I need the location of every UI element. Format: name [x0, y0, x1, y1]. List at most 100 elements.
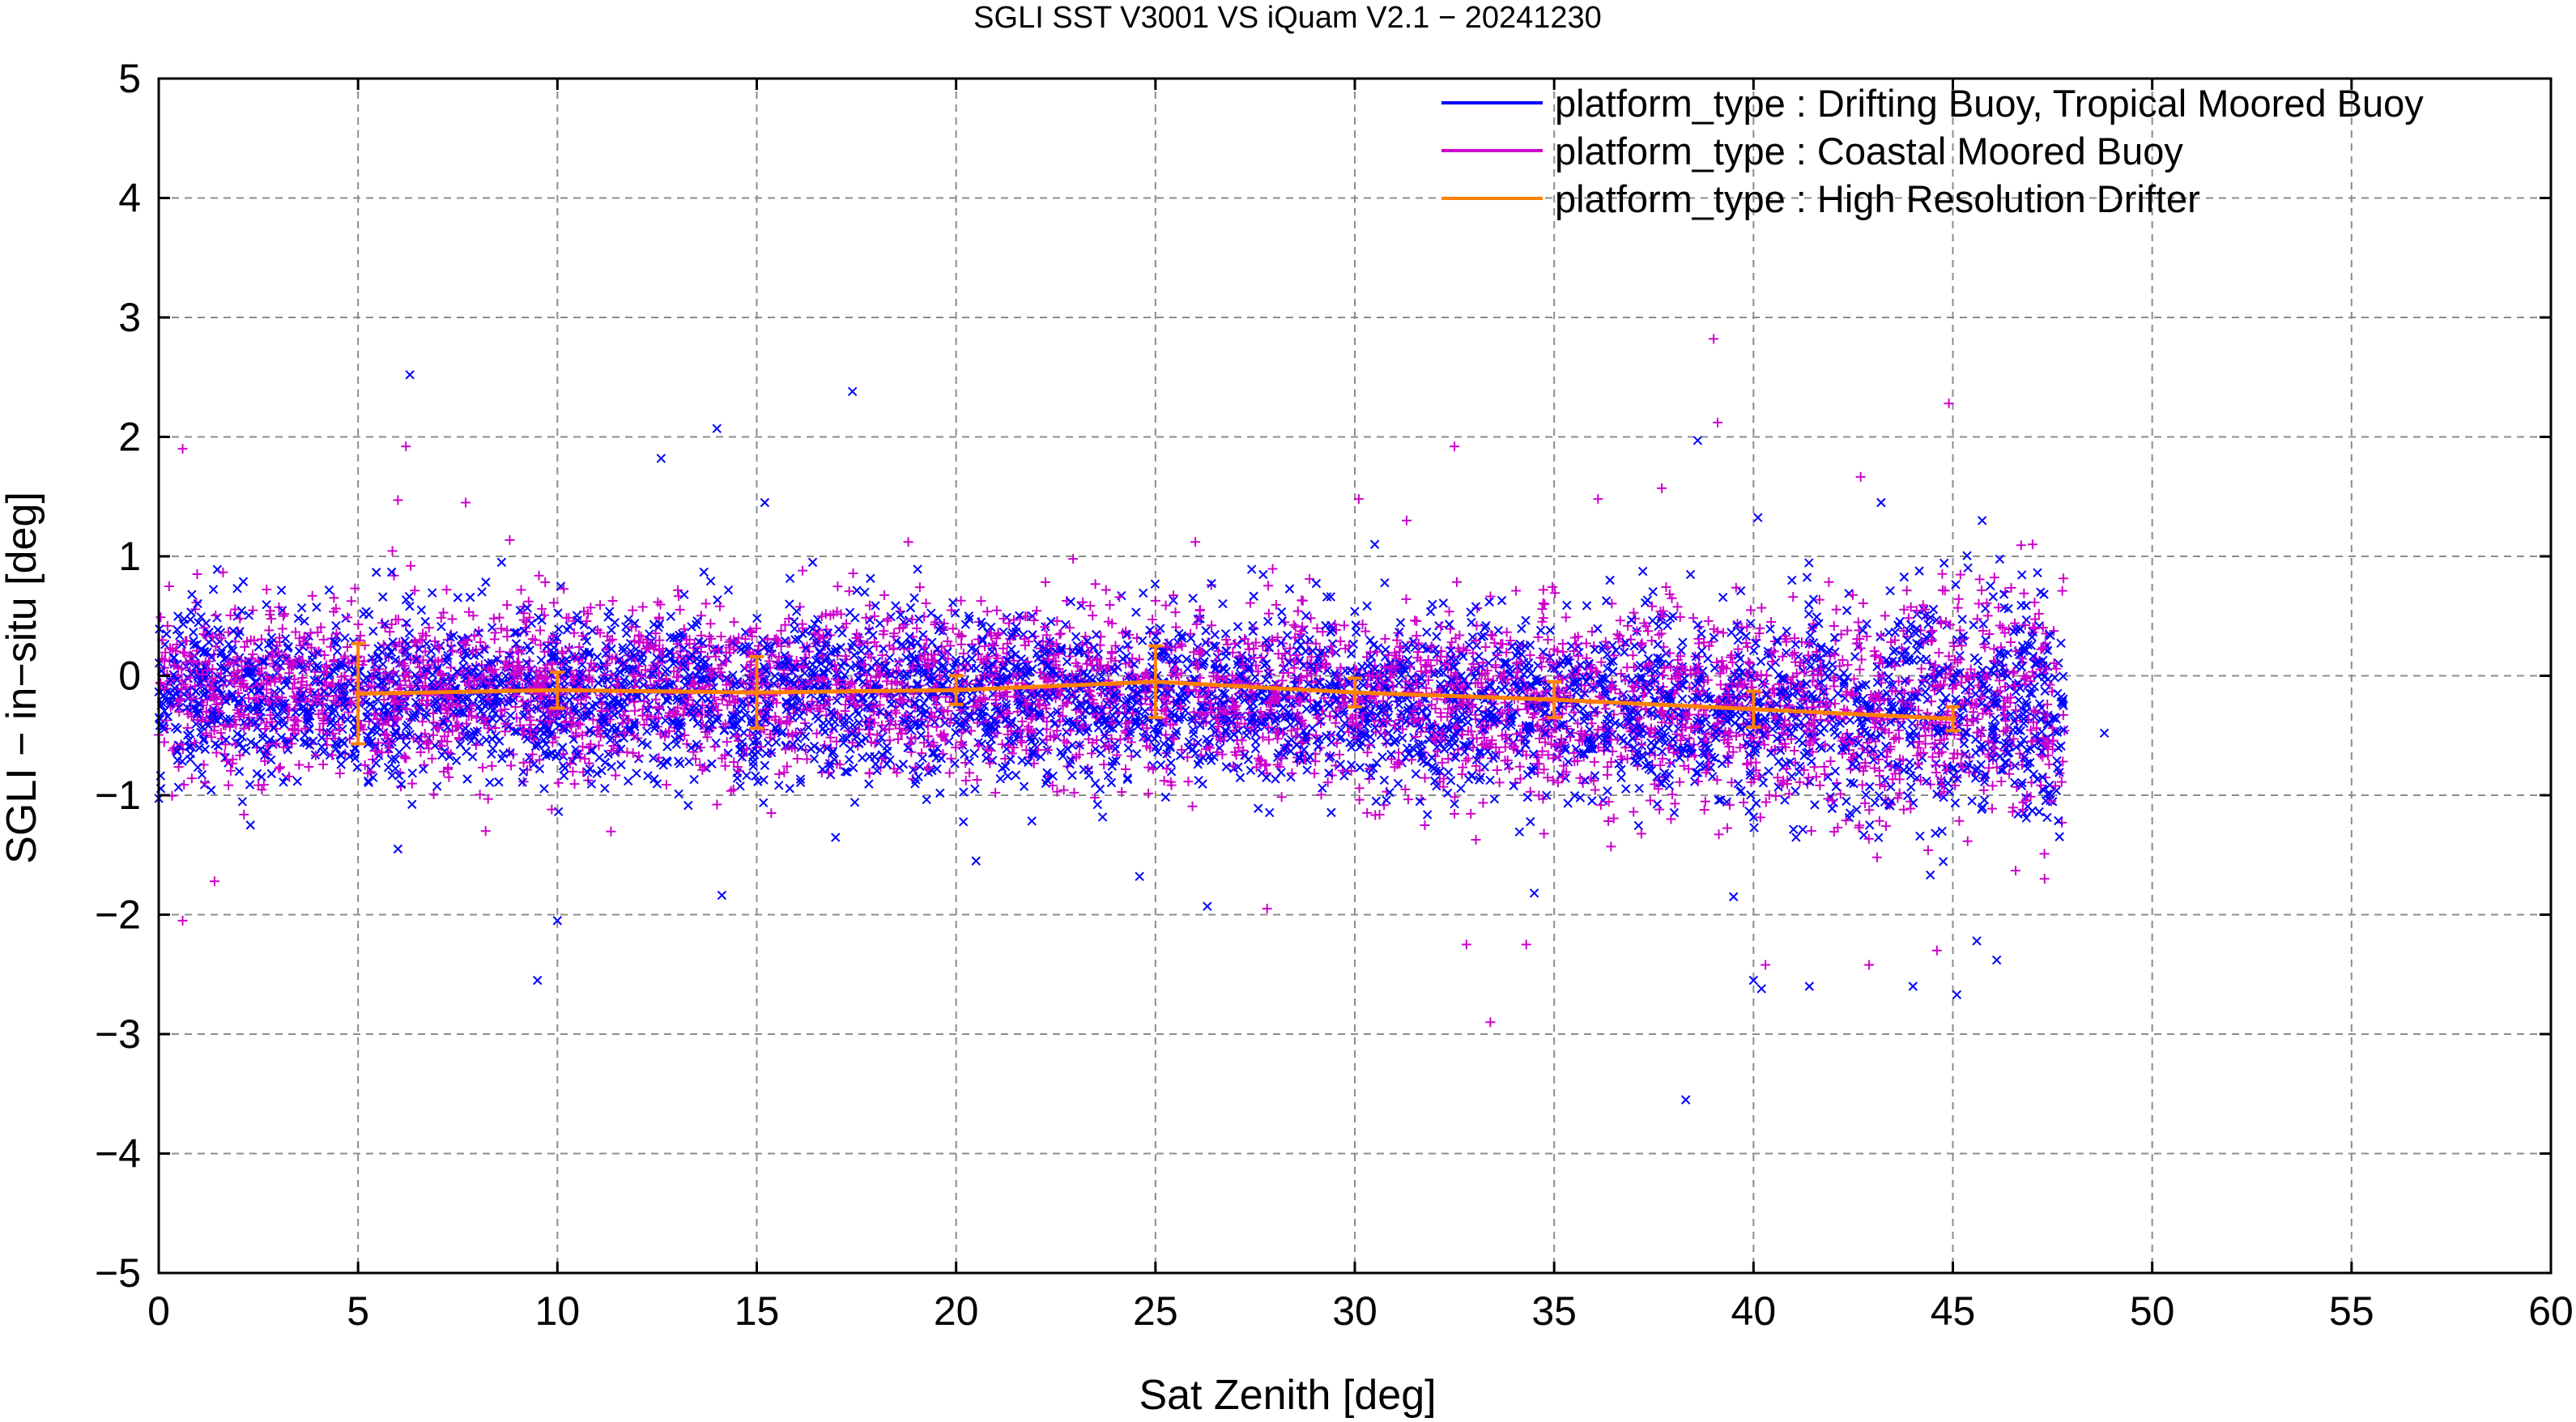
scatter-point-drifting-buoy [785, 599, 794, 609]
scatter-point-coastal-moored-buoy [174, 707, 185, 717]
scatter-point-coastal-moored-buoy [1672, 602, 1683, 612]
scatter-point-drifting-buoy [1620, 647, 1629, 658]
scatter-point-drifting-buoy [1782, 626, 1791, 636]
scatter-point-drifting-buoy [265, 702, 275, 712]
scatter-point-coastal-moored-buoy [1978, 626, 1988, 636]
scatter-point-coastal-moored-buoy [1667, 790, 1677, 800]
scatter-point-coastal-moored-buoy [1953, 594, 1964, 604]
scatter-point-drifting-buoy [1514, 642, 1524, 653]
scatter-point-coastal-moored-buoy [1703, 675, 1714, 685]
scatter-point-drifting-buoy [215, 712, 225, 722]
scatter-point-coastal-moored-buoy [275, 762, 286, 773]
scatter-point-drifting-buoy [1874, 832, 1884, 843]
scatter-point-drifting-buoy [1603, 786, 1612, 796]
scatter-point-coastal-moored-buoy [1787, 649, 1798, 660]
scatter-point-drifting-buoy [312, 602, 321, 612]
scatter-point-drifting-buoy [905, 602, 916, 613]
scatter-point-drifting-buoy [848, 720, 858, 730]
scatter-point-drifting-buoy [1481, 620, 1491, 631]
scatter-point-coastal-moored-buoy [2005, 760, 2016, 771]
scatter-point-drifting-buoy [266, 768, 276, 779]
scatter-point-coastal-moored-buoy [1105, 599, 1115, 610]
scatter-point-drifting-buoy [1131, 607, 1141, 617]
scatter-point-coastal-moored-buoy [1297, 621, 1308, 632]
scatter-point-coastal-moored-buoy [1731, 730, 1741, 741]
scatter-point-drifting-buoy [1870, 798, 1880, 807]
scatter-point-coastal-moored-buoy [1206, 580, 1216, 590]
scatter-point-coastal-moored-buoy [360, 640, 370, 650]
scatter-point-coastal-moored-buoy [1392, 635, 1403, 645]
scatter-point-drifting-buoy [432, 781, 442, 791]
scatter-point-drifting-buoy [553, 608, 563, 618]
scatter-point-drifting-buoy [1090, 778, 1101, 789]
scatter-point-coastal-moored-buoy [1901, 585, 1912, 596]
scatter-point-drifting-buoy [539, 784, 549, 794]
scatter-point-drifting-buoy [1780, 795, 1790, 805]
scatter-point-drifting-buoy [1347, 743, 1356, 752]
scatter-point-coastal-moored-buoy [709, 742, 720, 752]
scatter-point-drifting-buoy [470, 662, 480, 672]
scatter-point-drifting-buoy [1861, 790, 1871, 800]
scatter-point-drifting-buoy [1931, 828, 1940, 838]
scatter-point-coastal-moored-buoy [1623, 620, 1633, 631]
scatter-point-coastal-moored-buoy [894, 657, 905, 667]
scatter-point-coastal-moored-buoy [774, 768, 785, 779]
scatter-point-drifting-buoy [1174, 692, 1185, 701]
scatter-point-drifting-buoy [1422, 627, 1432, 637]
scatter-point-drifting-buoy [1920, 611, 1931, 621]
scatter-point-drifting-buoy [1422, 810, 1433, 820]
scatter-point-drifting-buoy [641, 692, 651, 702]
scatter-point-drifting-buoy [1037, 736, 1048, 747]
scatter-point-drifting-buoy [1479, 631, 1489, 641]
scatter-point-coastal-moored-buoy [1962, 836, 1973, 846]
scatter-point-drifting-buoy [763, 738, 773, 748]
scatter-point-drifting-buoy [293, 613, 304, 624]
scatter-point-coastal-moored-buoy [217, 698, 228, 709]
scatter-point-drifting-buoy [503, 697, 513, 708]
scatter-point-coastal-moored-buoy [1539, 599, 1550, 610]
scatter-point-coastal-moored-buoy [577, 730, 587, 741]
scatter-point-coastal-moored-buoy [1965, 752, 1975, 763]
scatter-point-drifting-buoy [266, 755, 276, 765]
scatter-point-coastal-moored-buoy [1602, 769, 1612, 780]
scatter-point-drifting-buoy [1282, 630, 1292, 641]
scatter-point-coastal-moored-buoy [1918, 600, 1928, 611]
scatter-point-coastal-moored-buoy [1612, 629, 1623, 640]
scatter-point-coastal-moored-buoy [327, 750, 338, 760]
scatter-point-drifting-buoy [960, 619, 970, 629]
scatter-point-coastal-moored-buoy [1263, 608, 1274, 619]
scatter-point-drifting-buoy [420, 616, 430, 627]
scatter-point-drifting-buoy [1373, 643, 1383, 653]
scatter-point-drifting-buoy [807, 557, 818, 568]
scatter-point-coastal-moored-buoy [406, 560, 416, 571]
scatter-point-coastal-moored-buoy [1558, 760, 1569, 771]
scatter-point-coastal-moored-buoy [1160, 600, 1171, 611]
scatter-point-coastal-moored-buoy [346, 596, 356, 607]
scatter-point-coastal-moored-buoy [1927, 625, 1938, 636]
scatter-point-drifting-buoy [1480, 762, 1490, 772]
scatter-point-drifting-buoy [2033, 568, 2042, 578]
scatter-point-drifting-buoy [1276, 638, 1286, 648]
scatter-point-coastal-moored-buoy [717, 694, 727, 705]
scatter-point-drifting-buoy [1563, 798, 1573, 808]
scatter-point-coastal-moored-buoy [1362, 747, 1373, 758]
scatter-point-drifting-buoy [560, 763, 570, 773]
scatter-point-coastal-moored-buoy [1806, 826, 1816, 837]
scatter-point-drifting-buoy [415, 740, 426, 751]
scatter-point-drifting-buoy [1727, 628, 1736, 637]
scatter-point-drifting-buoy [717, 890, 727, 900]
scatter-point-drifting-buoy [1535, 675, 1545, 685]
scatter-point-drifting-buoy [1593, 624, 1603, 634]
scatter-point-drifting-buoy [1673, 724, 1684, 734]
scatter-point-coastal-moored-buoy [1761, 797, 1771, 807]
scatter-point-coastal-moored-buoy [1430, 751, 1441, 761]
scatter-point-coastal-moored-buoy [1150, 595, 1160, 606]
scatter-point-drifting-buoy [1497, 685, 1506, 695]
scatter-point-coastal-moored-buoy [385, 627, 395, 637]
scatter-point-drifting-buoy [352, 762, 362, 773]
scatter-point-coastal-moored-buoy [379, 695, 390, 705]
scatter-point-drifting-buoy [187, 590, 197, 599]
scatter-point-coastal-moored-buoy [1758, 732, 1769, 743]
scatter-point-drifting-buoy [492, 654, 502, 665]
scatter-point-coastal-moored-buoy [1824, 577, 1834, 587]
